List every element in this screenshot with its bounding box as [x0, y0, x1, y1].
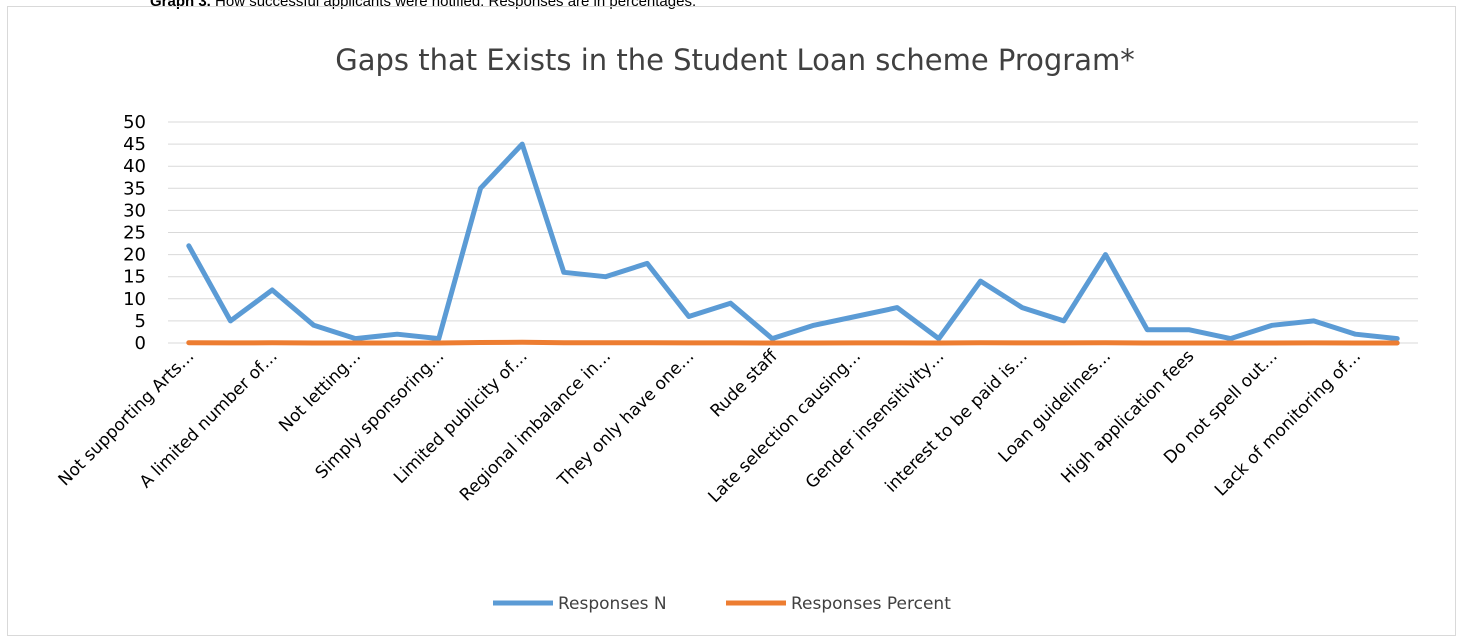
y-tick-label: 50	[123, 112, 146, 133]
y-tick-label: 0	[135, 333, 146, 354]
chart-frame	[7, 6, 1456, 636]
y-tick-label: 20	[123, 245, 146, 266]
figure-caption-text: How successful applicants were notified.…	[210, 0, 697, 10]
series-line-2	[186, 339, 1400, 346]
x-tick-label: Regional imbalance in…	[456, 346, 615, 505]
x-tick-label: Rude staff	[707, 345, 783, 421]
y-tick-label: 10	[123, 289, 146, 310]
figure-caption: Graph 3. How successful applicants were …	[150, 0, 696, 10]
gridlines	[168, 121, 1418, 344]
series-lines	[186, 141, 1400, 346]
x-tick-label: Gender insensitivity…	[802, 346, 948, 492]
legend: Responses N Responses Percent	[493, 594, 951, 614]
y-tick-label: 25	[123, 223, 146, 244]
y-tick-label: 15	[123, 267, 146, 288]
x-axis-ticks: Not supporting Arts…A limited number of……	[55, 345, 1365, 506]
x-tick-label: Not supporting Arts…	[55, 346, 199, 490]
y-tick-label: 30	[123, 200, 146, 221]
figure-caption-label: Graph 3.	[150, 0, 211, 10]
y-tick-label: 45	[123, 134, 146, 155]
chart-title: Gaps that Exists in the Student Loan sch…	[335, 43, 1134, 77]
legend-label: Responses Percent	[791, 594, 951, 614]
series-line-1	[186, 141, 1400, 342]
y-tick-label: 40	[123, 156, 146, 177]
x-tick-label: A limited number of…	[136, 346, 282, 492]
y-tick-label: 5	[135, 311, 146, 332]
legend-label: Responses N	[558, 594, 667, 614]
y-tick-label: 35	[123, 178, 146, 199]
x-tick-label: interest to be paid is…	[881, 346, 1031, 496]
x-tick-label: Not letting…	[275, 346, 365, 436]
x-tick-label: They only have one…	[553, 346, 698, 491]
x-tick-label: Late selection causing…	[705, 346, 865, 506]
x-tick-label: Lack of monitoring of…	[1211, 346, 1365, 500]
x-tick-label: Limited publicity of…	[390, 346, 532, 488]
